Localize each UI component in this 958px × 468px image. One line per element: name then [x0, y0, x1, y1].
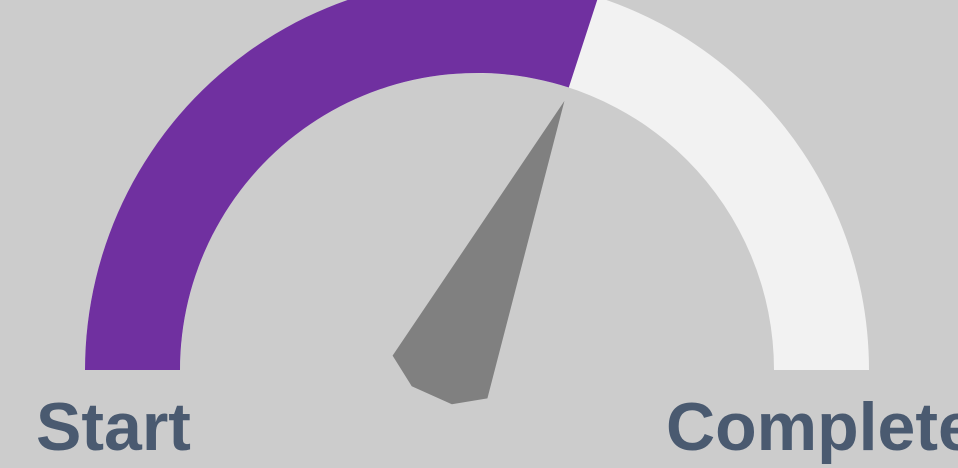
- gauge-value-arc: [85, 0, 598, 370]
- gauge-needle: [392, 100, 565, 405]
- gauge-max-label: Complete: [666, 389, 958, 465]
- gauge-min-label: Start: [36, 389, 191, 465]
